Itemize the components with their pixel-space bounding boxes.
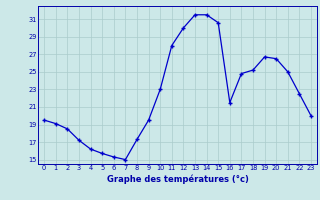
X-axis label: Graphe des températures (°c): Graphe des températures (°c) [107, 174, 249, 184]
